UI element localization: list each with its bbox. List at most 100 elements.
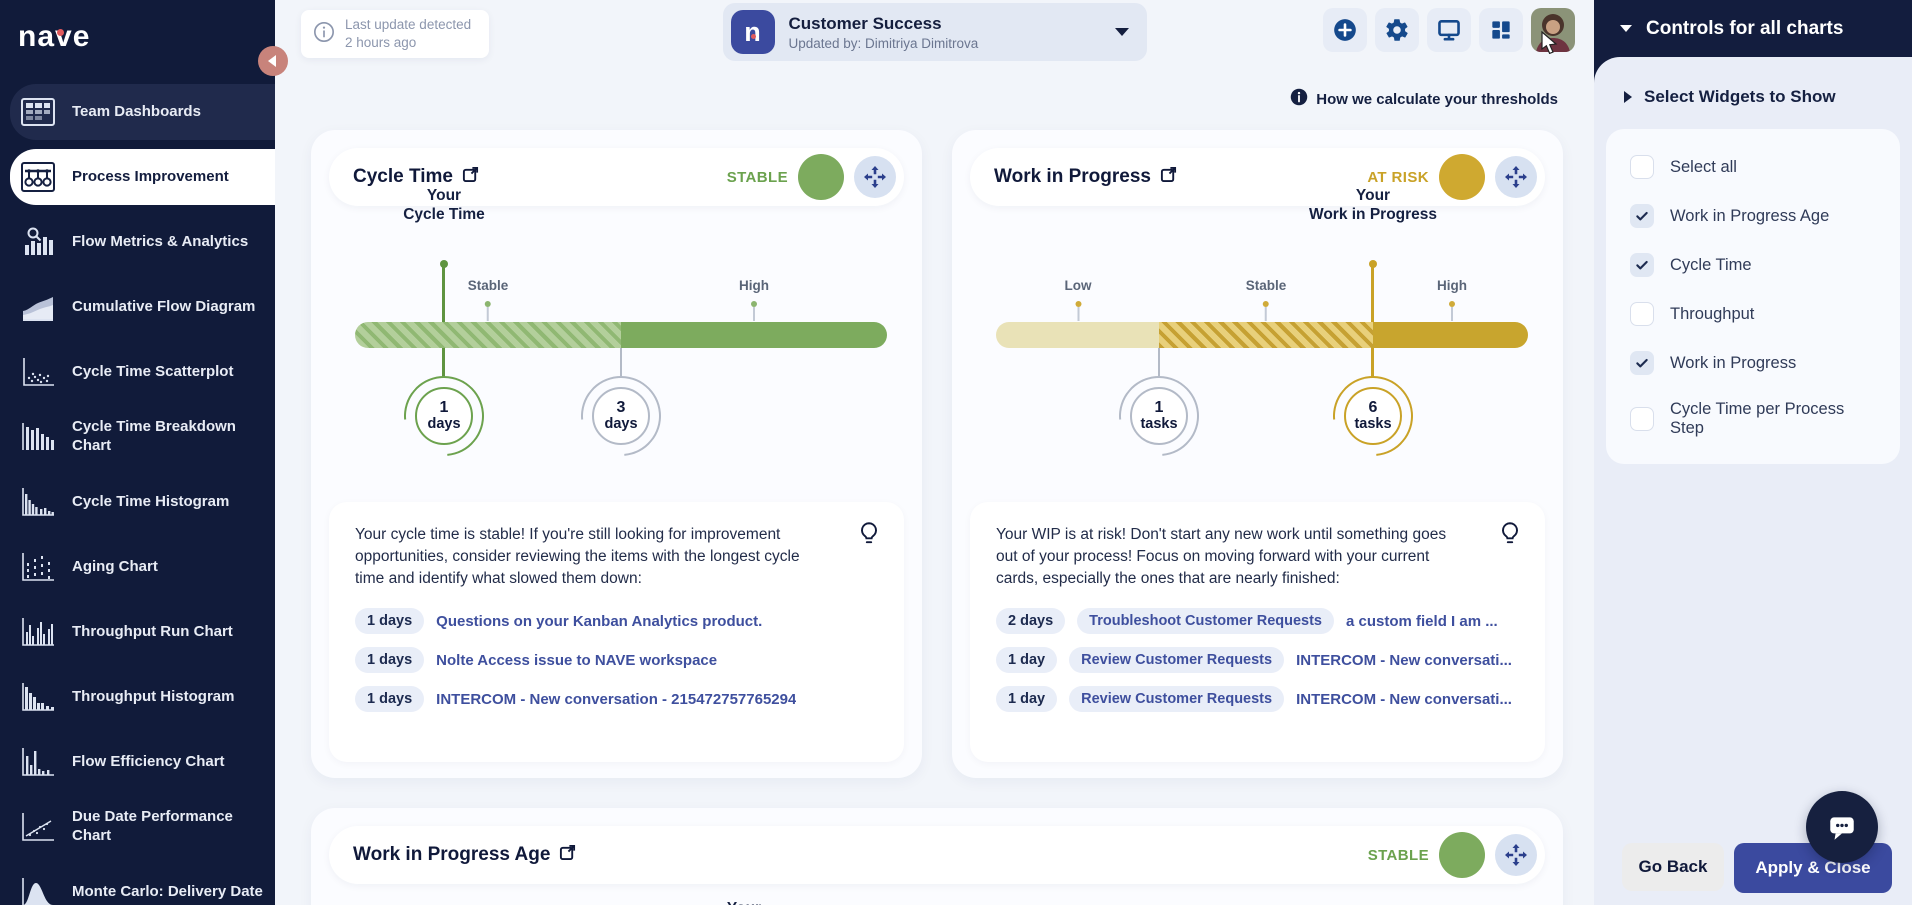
insight-text: Your WIP is at risk! Don't start any new… [996,526,1447,587]
sidebar-item-flow-efficiency[interactable]: Flow Efficiency Chart [10,734,275,790]
checkbox-select-all[interactable]: Select all [1630,155,1876,179]
sidebar-item-process-improvement[interactable]: Process Improvement [10,149,275,205]
gauge-segment-high [621,322,887,348]
last-update-line1: Last update detected [345,16,472,32]
checkbox-cycle-time-per-step[interactable]: Cycle Time per Process Step [1630,400,1876,438]
go-back-button[interactable]: Go Back [1622,843,1724,891]
external-link-icon[interactable] [1160,166,1177,189]
nave-logo: nave [18,20,91,53]
last-update-line2: 2 hours ago [345,35,417,50]
wip-insight: Your WIP is at risk! Don't start any new… [970,502,1545,762]
sidebar-item-aging-chart[interactable]: Aging Chart [10,539,275,595]
checkbox-label: Throughput [1670,304,1755,323]
monitor-icon [1438,20,1460,41]
cycle-time-gauge: Your Cycle Time Stable High 1 days [311,130,922,500]
checkbox [1630,407,1654,431]
gauge-segment-high [1372,322,1528,348]
thresholds-link-text: How we calculate your thresholds [1316,90,1558,108]
sidebar-item-monte-carlo[interactable]: Monte Carlo: Delivery Date [10,864,275,905]
work-item-link[interactable]: Questions on your Kanban Analytics produ… [436,612,763,630]
move-widget-handle[interactable] [854,156,896,198]
sidebar-collapse-button[interactable] [258,46,288,76]
aging-dots-icon [18,549,58,585]
add-button[interactable] [1323,8,1367,52]
select-widgets-section[interactable]: Select Widgets to Show [1594,57,1912,107]
wip-age-card: Work in Progress Age STABLE Your [311,808,1563,905]
decay-histogram-icon [18,679,58,715]
mouse-cursor [1538,30,1562,59]
work-item-link[interactable]: a custom field I am ... [1346,612,1498,630]
checkbox [1630,253,1654,277]
duration-badge: 1 days [355,686,425,712]
controls-panel-body: Select Widgets to Show Select all Work i… [1594,57,1912,905]
sidebar-item-label: Team Dashboards [72,102,201,120]
board-name: Customer Success [788,13,942,33]
efficiency-bars-icon [18,744,58,780]
board-updated-by: Updated by: Dimitriya Dimitrova [788,35,979,51]
work-in-progress-card: Work in Progress AT RISK Your Work in Pr… [952,130,1563,778]
gauge-segment-stable [1158,322,1373,348]
check-icon [1636,211,1648,221]
list-item: 1 days Nolte Access issue to NAVE worksp… [355,647,878,673]
sidebar-item-label: Throughput Histogram [72,687,235,705]
insight-text: Your cycle time is stable! If you're sti… [355,526,800,587]
external-link-icon[interactable] [559,844,576,867]
work-item-link[interactable]: INTERCOM - New conversati... [1296,690,1512,708]
dashboard-blocks-icon [1492,21,1510,39]
sidebar-item-cycle-time-histogram[interactable]: Cycle Time Histogram [10,474,275,530]
gauge-tick-low: Low [1065,278,1092,321]
wip-card-header: Work in Progress AT RISK [970,148,1545,206]
lightbulb-icon [856,520,882,551]
info-outline-icon [313,21,335,48]
check-icon [1636,358,1648,368]
breakdown-bars-icon [18,419,58,455]
sidebar-item-throughput-histogram[interactable]: Throughput Histogram [10,669,275,725]
check-icon [1636,260,1648,270]
sidebar: nave Team Dashboards Process Improvement… [0,0,275,905]
last-update-card: Last update detected 2 hours ago [301,10,490,58]
controls-panel-header[interactable]: Controls for all charts [1594,0,1912,57]
board-logo-icon: n [730,10,775,54]
process-board-icon [18,159,58,195]
widgets-button[interactable] [1479,8,1523,52]
external-link-icon[interactable] [462,166,479,189]
board-selector[interactable]: n Customer Success Updated by: Dimitriya… [722,3,1147,61]
sidebar-item-label: Due Date Performance Chart [72,808,233,844]
card-title: Work in Progress [994,166,1177,189]
duration-badge: 2 days [996,608,1066,634]
sidebar-item-team-dashboards[interactable]: Team Dashboards [10,84,275,140]
gauge-connector [620,348,622,376]
chat-button[interactable] [1806,791,1878,863]
list-item: 1 day Review Customer Requests INTERCOM … [996,686,1519,712]
sidebar-menu: Team Dashboards Process Improvement Flow… [0,84,275,905]
checkbox-label: Select all [1670,157,1737,176]
checkbox-throughput[interactable]: Throughput [1630,302,1876,326]
sidebar-item-due-date-performance[interactable]: Due Date Performance Chart [10,799,275,855]
checkbox-wip[interactable]: Work in Progress [1630,351,1876,375]
display-button[interactable] [1427,8,1471,52]
sidebar-item-flow-metrics[interactable]: Flow Metrics & Analytics [10,214,275,270]
logo-accent-dot [57,29,64,36]
chevron-down-icon [1114,28,1129,36]
gear-icon [1386,19,1408,41]
sidebar-item-cycle-time-scatterplot[interactable]: Cycle Time Scatterplot [10,344,275,400]
move-arrows-icon [1505,844,1527,866]
work-item-link[interactable]: INTERCOM - New conversation - 2154727577… [436,690,797,708]
settings-button[interactable] [1375,8,1419,52]
sidebar-item-cumulative-flow[interactable]: Cumulative Flow Diagram [10,279,275,335]
work-item-link[interactable]: Nolte Access issue to NAVE workspace [436,651,718,669]
checkbox-wip-age[interactable]: Work in Progress Age [1630,204,1876,228]
sidebar-item-cycle-time-breakdown[interactable]: Cycle Time Breakdown Chart [10,409,275,465]
move-widget-handle[interactable] [1495,834,1537,876]
plus-circle-icon [1334,19,1356,41]
thresholds-help-link[interactable]: How we calculate your thresholds [1290,88,1558,110]
insight-items: 1 days Questions on your Kanban Analytic… [355,608,878,712]
checkbox-cycle-time[interactable]: Cycle Time [1630,253,1876,277]
section-title: Select Widgets to Show [1644,87,1836,106]
move-widget-handle[interactable] [1495,156,1537,198]
sidebar-item-throughput-run-chart[interactable]: Throughput Run Chart [10,604,275,660]
checkbox [1630,351,1654,375]
gauge-marker-label: Your [727,900,761,905]
work-item-link[interactable]: INTERCOM - New conversati... [1296,651,1512,669]
gauge-marker-label: Your Cycle Time [403,187,485,224]
